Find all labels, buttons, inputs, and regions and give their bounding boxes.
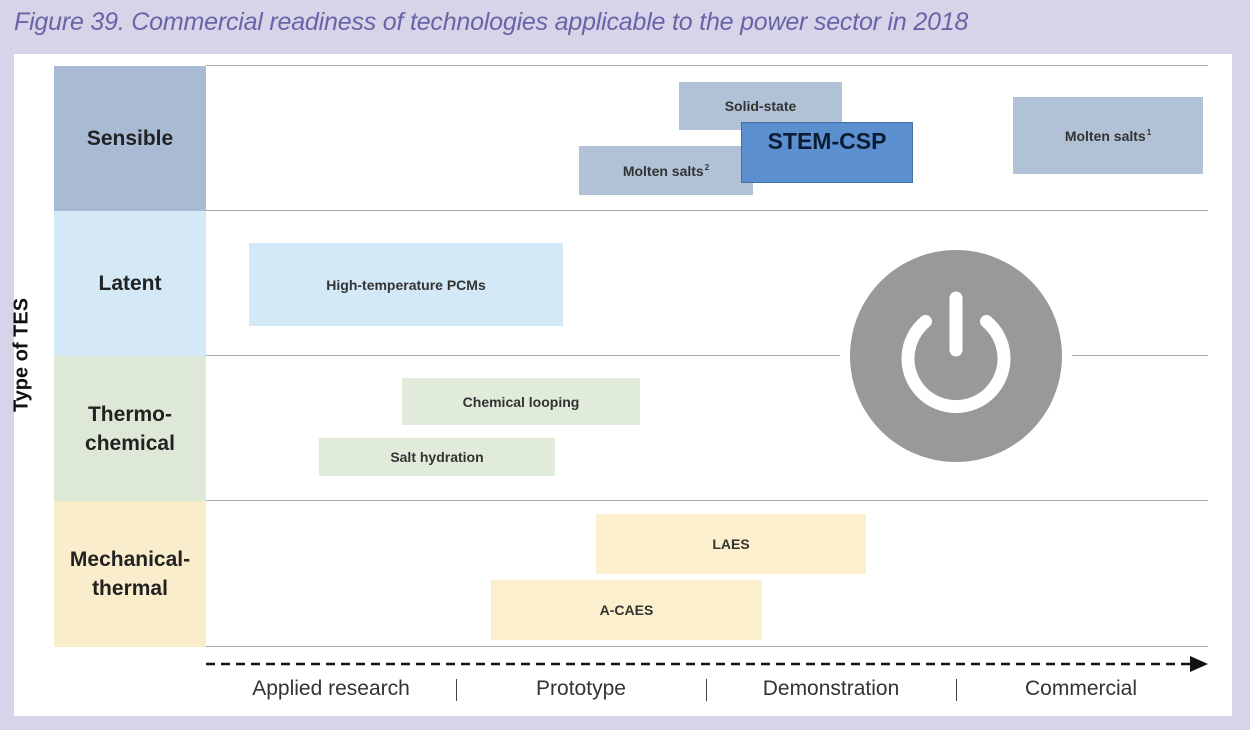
category-mech-label-line1: Mechanical- <box>69 548 191 571</box>
footnote-marker-1: 1 <box>1146 127 1152 137</box>
tech-label-laes: LAES <box>712 536 750 552</box>
stage-commercial: Commercial <box>1024 677 1137 700</box>
power-symbol-icon <box>901 291 1011 413</box>
row-divider <box>206 646 1208 647</box>
tech-box-molten-salts-2: Molten salts2 <box>579 146 753 195</box>
figure-title: Figure 39. Commercial readiness of techn… <box>14 8 969 36</box>
dashed-arrow <box>206 656 1208 672</box>
tech-box-stem-csp: STEM-CSP <box>741 122 913 183</box>
category-mechanical-thermal: Mechanical- thermal <box>54 501 206 647</box>
category-thermo-label-line2: chemical <box>85 431 175 455</box>
tech-box-a-caes: A-CAES <box>491 580 762 640</box>
category-sensible: Sensible <box>54 66 206 211</box>
row-divider <box>206 355 1208 356</box>
y-axis-label: Type of TES <box>10 297 33 413</box>
tech-label-solid-state: Solid-state <box>724 98 797 114</box>
tech-label-molten-salts-2: Molten salts2 <box>623 163 709 179</box>
stage-separator <box>956 679 957 701</box>
tech-label-high-temperature-pcms: High-temperature PCMs <box>326 276 486 293</box>
tech-label-chemical-looping: Chemical looping <box>462 393 580 410</box>
tech-label-salt-hydration: Salt hydration <box>390 449 484 465</box>
footnote-marker-2: 2 <box>704 162 710 172</box>
row-divider <box>206 210 1208 211</box>
tech-box-high-temperature-pcms: High-temperature PCMs <box>249 243 563 326</box>
molten-salts-1-text: Molten salts <box>1064 127 1146 144</box>
category-latent: Latent <box>54 211 206 356</box>
tech-box-laes: LAES <box>596 514 866 574</box>
tech-label-stem-csp: STEM-CSP <box>767 128 887 154</box>
stage-separator <box>456 679 457 701</box>
molten-salts-2-text: Molten salts <box>622 162 704 179</box>
tech-box-molten-salts-1: Molten salts1 <box>1013 97 1203 174</box>
category-sensible-label: Sensible <box>86 127 174 150</box>
row-divider <box>206 500 1208 501</box>
row-divider <box>206 65 1208 66</box>
category-thermochemical: Thermo- chemical <box>54 356 206 501</box>
stage-prototype: Prototype <box>536 677 626 700</box>
category-latent-label: Latent <box>98 272 162 295</box>
tech-box-chemical-looping: Chemical looping <box>402 378 640 425</box>
power-icon <box>850 250 1062 462</box>
tech-label-a-caes: A-CAES <box>599 602 654 618</box>
stage-applied-research: Applied research <box>252 677 410 700</box>
tech-box-salt-hydration: Salt hydration <box>319 438 555 476</box>
tech-label-molten-salts-1: Molten salts1 <box>1065 128 1151 144</box>
stage-demonstration: Demonstration <box>762 677 900 700</box>
stage-separator <box>706 679 707 701</box>
category-thermo-label-line1: Thermo- <box>87 402 172 426</box>
category-mech-label-line2: thermal <box>92 577 168 600</box>
